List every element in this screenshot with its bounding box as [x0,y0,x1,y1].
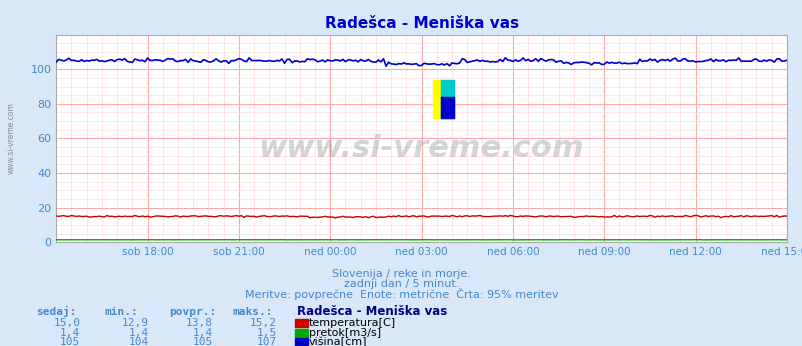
Text: 1,4: 1,4 [128,328,148,338]
Text: 105: 105 [60,337,80,346]
Text: Slovenija / reke in morje.: Slovenija / reke in morje. [332,269,470,279]
Text: 1,4: 1,4 [192,328,213,338]
Bar [441,97,454,118]
Bar [432,80,450,118]
Text: višina[cm]: višina[cm] [309,336,367,346]
Text: www.si-vreme.com: www.si-vreme.com [258,134,584,163]
Text: sedaj:: sedaj: [36,306,76,317]
Text: zadnji dan / 5 minut.: zadnji dan / 5 minut. [343,279,459,289]
Title: Radešca - Meniška vas: Radešca - Meniška vas [324,16,518,31]
Text: maks.:: maks.: [233,307,273,317]
Text: pretok[m3/s]: pretok[m3/s] [309,328,381,338]
Text: 13,8: 13,8 [185,318,213,328]
Text: 105: 105 [192,337,213,346]
Text: www.si-vreme.com: www.si-vreme.com [6,102,15,174]
Text: 104: 104 [128,337,148,346]
Text: 107: 107 [257,337,277,346]
Bar [441,80,454,118]
Text: 1,4: 1,4 [60,328,80,338]
Text: min.:: min.: [104,307,138,317]
Text: povpr.:: povpr.: [168,307,216,317]
Text: temperatura[C]: temperatura[C] [309,318,395,328]
Text: Radešca - Meniška vas: Radešca - Meniška vas [297,305,447,318]
Text: Meritve: povprečne  Enote: metrične  Črta: 95% meritev: Meritve: povprečne Enote: metrične Črta:… [245,288,557,300]
Text: 1,5: 1,5 [257,328,277,338]
Text: 15,0: 15,0 [53,318,80,328]
Text: 15,2: 15,2 [249,318,277,328]
Text: 12,9: 12,9 [121,318,148,328]
